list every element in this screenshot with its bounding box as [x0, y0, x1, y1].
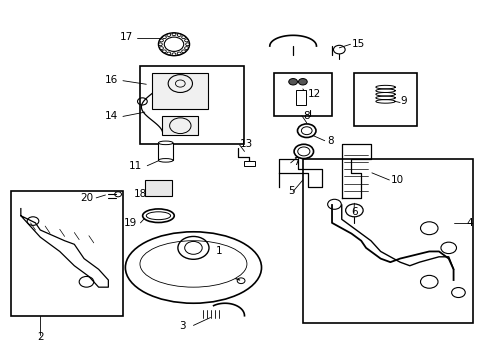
Text: 15: 15 [351, 39, 364, 49]
Text: 3: 3 [179, 321, 186, 332]
Text: 8: 8 [302, 111, 309, 121]
Text: 7: 7 [292, 157, 299, 167]
Bar [273, 73, 331, 116]
Bar [140, 66, 244, 144]
Ellipse shape [158, 158, 173, 162]
Ellipse shape [142, 209, 174, 222]
Bar [353, 73, 416, 126]
Bar [295, 90, 305, 105]
Text: 1: 1 [215, 247, 222, 256]
Ellipse shape [158, 141, 173, 145]
Bar [144, 180, 171, 196]
Bar [162, 116, 198, 135]
Text: 20: 20 [81, 193, 94, 203]
Bar [11, 191, 122, 316]
Circle shape [298, 78, 306, 85]
Bar [152, 73, 207, 109]
Ellipse shape [297, 124, 315, 138]
Text: 6: 6 [351, 207, 357, 217]
Text: 12: 12 [307, 89, 320, 99]
Text: 11: 11 [129, 161, 142, 171]
Ellipse shape [140, 241, 246, 287]
Text: 14: 14 [104, 111, 118, 121]
Bar [243, 161, 255, 166]
Text: 9: 9 [399, 96, 406, 107]
Text: 13: 13 [239, 139, 252, 149]
Ellipse shape [146, 212, 170, 220]
Text: 18: 18 [134, 189, 147, 199]
Ellipse shape [125, 232, 261, 303]
Text: 2: 2 [37, 332, 43, 342]
Text: 5: 5 [287, 186, 294, 196]
Circle shape [288, 78, 297, 85]
Ellipse shape [297, 147, 309, 156]
Bar [302, 158, 472, 323]
Text: 17: 17 [119, 32, 132, 42]
Bar [158, 143, 173, 160]
Text: 16: 16 [104, 75, 118, 85]
Text: 4: 4 [466, 218, 472, 228]
Ellipse shape [293, 144, 313, 158]
Text: 8: 8 [326, 136, 333, 146]
Text: 10: 10 [389, 175, 403, 185]
Text: 19: 19 [124, 218, 137, 228]
Ellipse shape [301, 127, 311, 135]
